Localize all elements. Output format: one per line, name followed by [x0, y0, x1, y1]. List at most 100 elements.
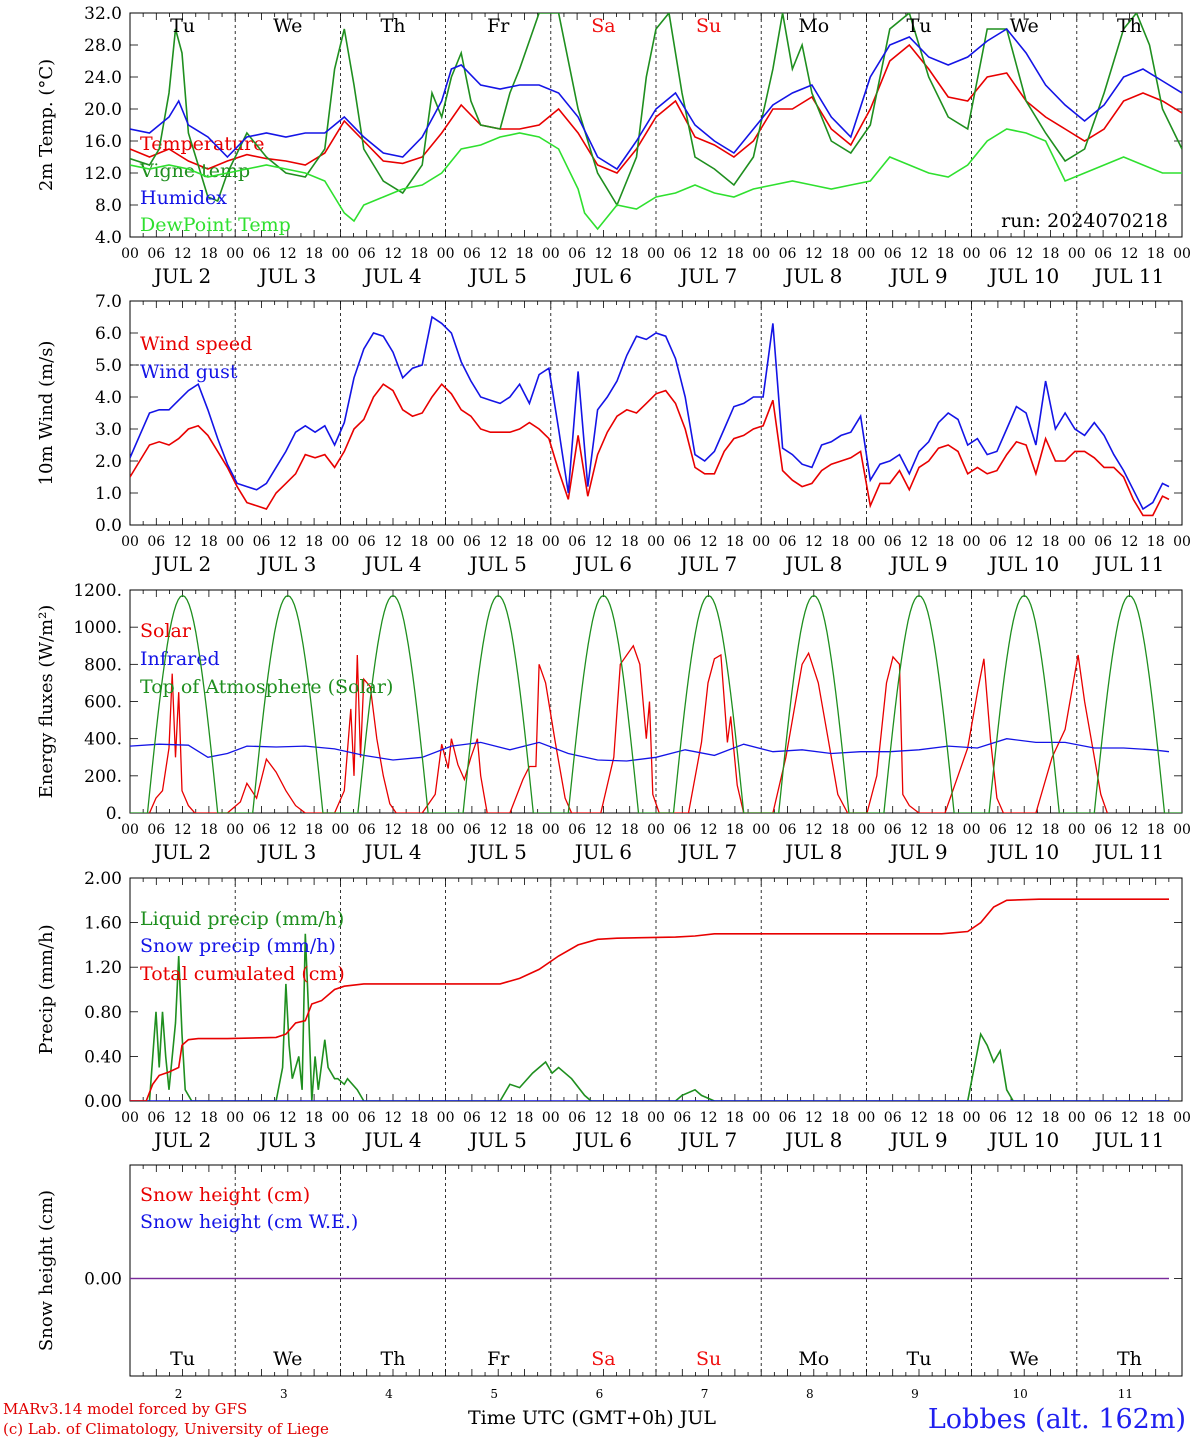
hour-label: 00 [121, 246, 139, 262]
y-tick-label: 4.0 [95, 228, 122, 248]
date-label: JUL 7 [678, 264, 737, 288]
date-label: JUL 6 [573, 1128, 632, 1152]
hour-label: 12 [1120, 534, 1138, 550]
day-abbr-bottom: Tu [170, 1348, 195, 1370]
hour-label: 12 [384, 246, 402, 262]
hour-label: 00 [752, 246, 770, 262]
hour-label: 00 [542, 1110, 560, 1126]
day-abbr-top: Tu [170, 15, 195, 37]
hour-label: 06 [463, 1110, 481, 1126]
legend-dewpoint-temp: DewPoint Temp [140, 214, 291, 236]
y-tick-label: 16.0 [84, 132, 122, 152]
date-label: JUL 10 [987, 1128, 1059, 1152]
hour-label: 06 [147, 246, 165, 262]
hour-label: 12 [700, 246, 718, 262]
hour-label: 06 [463, 534, 481, 550]
legend-wind-gust: Wind gust [140, 361, 238, 383]
y-tick-label: 12.0 [84, 164, 122, 184]
legend-humidex: Humidex [140, 187, 227, 209]
hour-label: 12 [384, 1110, 402, 1126]
date-label: JUL 6 [573, 264, 632, 288]
date-label: JUL 5 [468, 552, 527, 576]
day-number: 7 [701, 1387, 709, 1401]
y-tick-label: 1.60 [84, 914, 122, 934]
hour-label: 00 [437, 246, 455, 262]
hour-label: 18 [516, 1110, 534, 1126]
date-label: JUL 5 [468, 1128, 527, 1152]
hour-label: 06 [568, 246, 586, 262]
hour-label: 06 [779, 822, 797, 838]
hour-label: 00 [963, 246, 981, 262]
hour-label: 00 [647, 1110, 665, 1126]
hour-label: 00 [1173, 1110, 1191, 1126]
legend-total-cumulated-cm-: Total cumulated (cm) [140, 963, 345, 985]
day-number: 9 [911, 1387, 919, 1401]
legend-solar: Solar [140, 620, 192, 642]
hour-label: 18 [410, 1110, 428, 1126]
y-tick-label: 1.20 [84, 958, 122, 978]
station-name: Lobbes (alt. 162m) [927, 1404, 1186, 1435]
hour-label: 18 [410, 822, 428, 838]
date-label: JUL 3 [257, 1128, 316, 1152]
hour-label: 06 [253, 822, 271, 838]
hour-label: 00 [542, 534, 560, 550]
x-axis-label: Time UTC (GMT+0h) JUL [468, 1407, 716, 1429]
hour-label: 06 [358, 534, 376, 550]
y-tick-label: 0.0 [95, 516, 122, 536]
hour-label: 00 [1068, 1110, 1086, 1126]
y-tick-label: 600. [84, 693, 122, 713]
series-line-wind-speed [130, 382, 1170, 517]
series-line-solar [148, 644, 1108, 813]
legend-snow-height-cm-: Snow height (cm) [140, 1184, 310, 1206]
y-tick-label: 1.0 [95, 484, 122, 504]
series-line-infrared [130, 738, 1170, 762]
date-label: JUL 4 [362, 1128, 421, 1152]
legend-liquid-precip-mm-h-: Liquid precip (mm/h) [140, 908, 344, 930]
y-tick-label: 0.00 [84, 1270, 122, 1290]
hour-label: 18 [936, 246, 954, 262]
hour-label: 06 [989, 534, 1007, 550]
hour-label: 00 [226, 1110, 244, 1126]
day-abbr-bottom: Th [1117, 1348, 1142, 1370]
day-abbr-bottom: Fr [487, 1348, 510, 1370]
hour-label: 00 [226, 534, 244, 550]
date-label: JUL 4 [362, 552, 421, 576]
hour-label: 18 [516, 246, 534, 262]
hour-label: 18 [410, 534, 428, 550]
series-line-vigne-temp [130, 13, 1182, 207]
hour-label: 06 [884, 822, 902, 838]
date-label: JUL 11 [1092, 552, 1164, 576]
date-label: JUL 8 [783, 840, 842, 864]
date-label: JUL 2 [152, 552, 211, 576]
legend-snow-height-cm-w-e-: Snow height (cm W.E.) [140, 1211, 358, 1233]
series-line-dewpoint-temp [130, 128, 1182, 231]
hour-label: 06 [253, 246, 271, 262]
legend-infrared: Infrared [140, 648, 220, 670]
hour-label: 18 [200, 534, 218, 550]
date-label: JUL 9 [888, 552, 947, 576]
hour-label: 12 [1120, 822, 1138, 838]
hour-label: 06 [989, 246, 1007, 262]
hour-label: 00 [752, 534, 770, 550]
hour-label: 12 [594, 534, 612, 550]
hour-label: 12 [279, 1110, 297, 1126]
hour-label: 06 [568, 534, 586, 550]
hour-label: 18 [200, 1110, 218, 1126]
date-label: JUL 9 [888, 1128, 947, 1152]
date-label: JUL 6 [573, 840, 632, 864]
hour-label: 00 [437, 534, 455, 550]
y-axis-label: 2m Temp. (°C) [36, 59, 57, 191]
hour-label: 00 [857, 534, 875, 550]
hour-label: 18 [621, 246, 639, 262]
hour-label: 06 [989, 1110, 1007, 1126]
date-label: JUL 7 [678, 1128, 737, 1152]
hour-label: 00 [752, 822, 770, 838]
hour-label: 06 [673, 822, 691, 838]
hour-label: 00 [226, 822, 244, 838]
series-line-humidex [130, 27, 1182, 171]
hour-label: 18 [621, 822, 639, 838]
hour-label: 12 [384, 534, 402, 550]
series-line-wind-gust [130, 315, 1170, 511]
hour-label: 18 [936, 1110, 954, 1126]
